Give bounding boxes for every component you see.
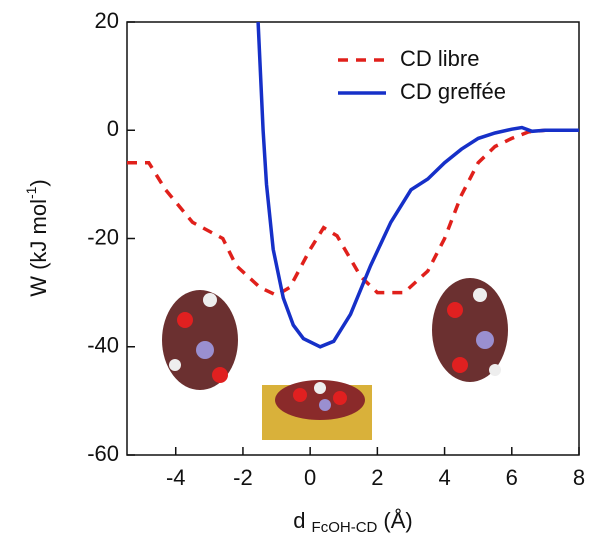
x-axis-label: d FcOH-CD (Å)	[293, 508, 412, 536]
x-label-main: d	[293, 508, 305, 533]
y-tick-label: -60	[87, 441, 119, 466]
data-line	[256, 22, 579, 349]
molecule-illustration	[162, 278, 508, 440]
x-tick-label: 2	[371, 465, 383, 490]
x-tick-label: 8	[573, 465, 585, 490]
x-label-unit: (Å)	[383, 508, 412, 533]
y-axis-label: W (kJ mol-1)	[23, 179, 51, 297]
x-tick-label: -4	[166, 465, 186, 490]
y-label-main: W (kJ mol	[26, 199, 51, 297]
x-tick-label: 6	[506, 465, 518, 490]
legend-label: CD libre	[400, 46, 479, 71]
data-line	[127, 128, 579, 298]
y-tick-label: 0	[107, 116, 119, 141]
y-tick-label: 20	[95, 8, 119, 33]
x-tick-label: 0	[304, 465, 316, 490]
x-label-sub: FcOH-CD	[312, 519, 378, 536]
plot-area	[127, 22, 579, 349]
y-tick-label: -40	[87, 333, 119, 358]
y-label-sup: -1	[23, 186, 39, 199]
x-tick-label: -2	[233, 465, 253, 490]
legend-label: CD greffée	[400, 79, 506, 104]
x-tick-label: 4	[438, 465, 450, 490]
y-label-end: )	[26, 179, 51, 186]
y-tick-label: -20	[87, 224, 119, 249]
